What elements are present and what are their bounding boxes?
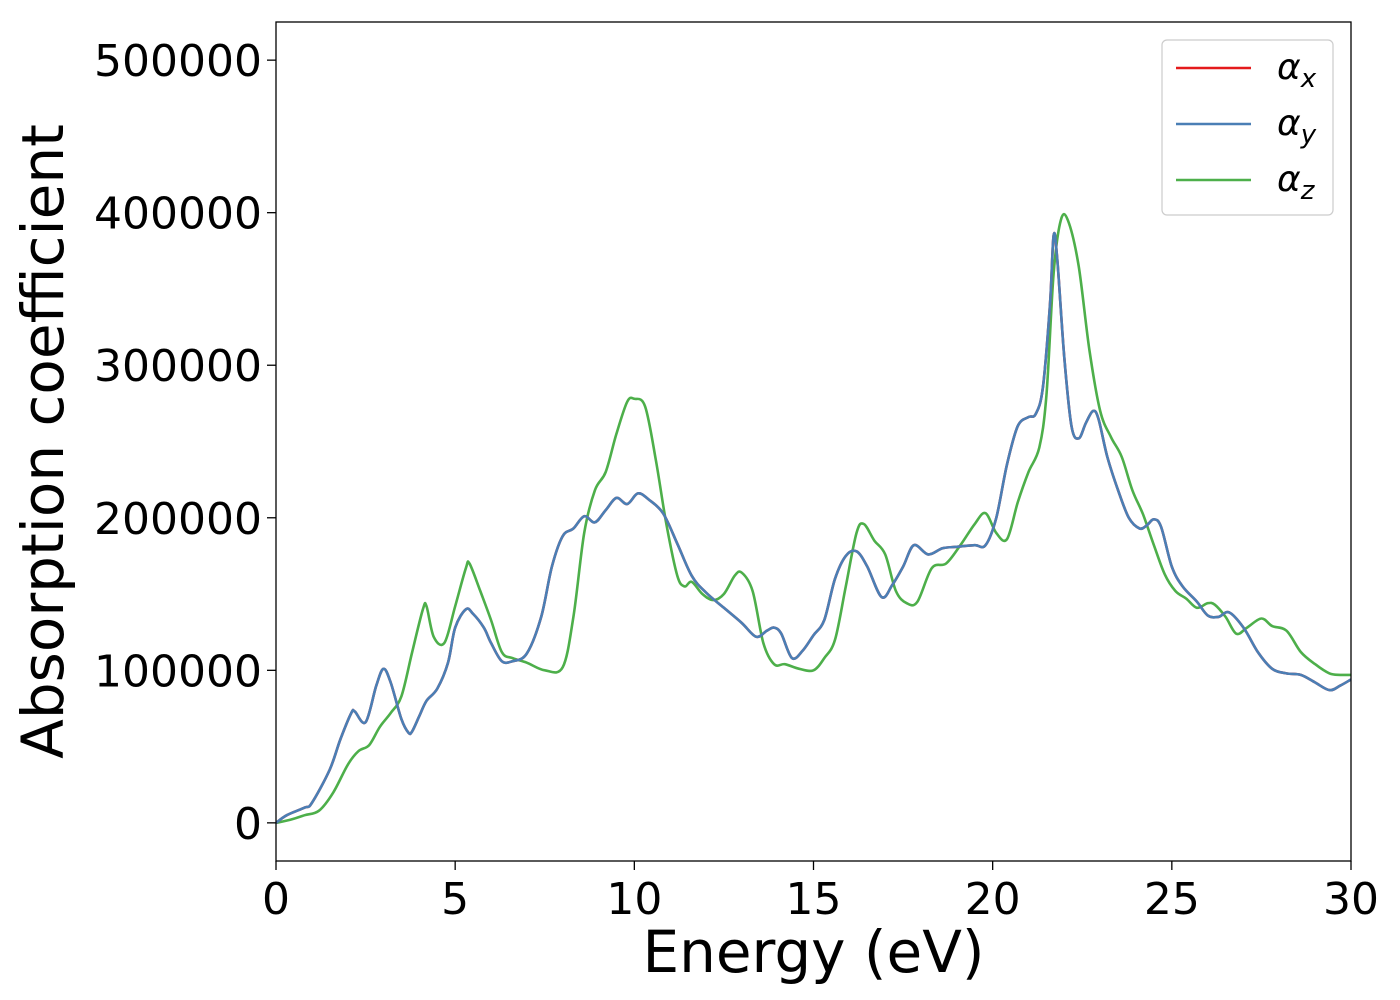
x-tick-label: 10 (606, 874, 662, 925)
series-line-z (276, 212, 1351, 825)
x-tick-label: 30 (1323, 874, 1379, 925)
x-tick-label: 20 (965, 874, 1021, 925)
legend-box (1161, 39, 1334, 216)
series-line-x (276, 231, 1351, 824)
legend-label-y: αy (1277, 103, 1317, 150)
legend: αx αy αz (1161, 39, 1334, 216)
y-axis-ticks: 0 100000 200000 300000 400000 500000 (94, 36, 276, 850)
x-axis-title: Energy (eV) (642, 918, 984, 986)
x-tick-label: 25 (1144, 874, 1200, 925)
y-tick-label: 300000 (94, 341, 262, 392)
series-line-y (276, 231, 1351, 824)
y-tick-label: 500000 (94, 36, 262, 87)
x-axis-ticks: 0 5 10 15 20 25 30 (262, 861, 1379, 925)
y-tick-label: 400000 (94, 189, 262, 240)
x-tick-label: 15 (786, 874, 842, 925)
legend-label-z: αz (1277, 159, 1316, 206)
y-tick-label: 100000 (94, 646, 262, 697)
y-tick-label: 200000 (94, 494, 262, 545)
plot-lines (276, 212, 1351, 825)
x-tick-label: 5 (441, 874, 469, 925)
x-tick-label: 0 (262, 874, 290, 925)
legend-label-x: αx (1277, 47, 1317, 94)
y-tick-label: 0 (234, 799, 262, 850)
y-axis-title: Absorption coefficient (9, 124, 77, 759)
